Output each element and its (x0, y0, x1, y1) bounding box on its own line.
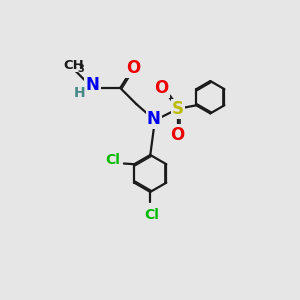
Text: H: H (74, 85, 85, 100)
Text: 3: 3 (77, 64, 84, 74)
Text: N: N (85, 76, 100, 94)
Text: S: S (172, 100, 184, 118)
Text: O: O (154, 79, 169, 97)
Text: N: N (147, 110, 161, 128)
Text: CH: CH (64, 59, 84, 72)
Text: Cl: Cl (144, 208, 159, 222)
Text: O: O (127, 58, 141, 76)
Text: O: O (170, 126, 185, 144)
Text: Cl: Cl (105, 153, 120, 167)
